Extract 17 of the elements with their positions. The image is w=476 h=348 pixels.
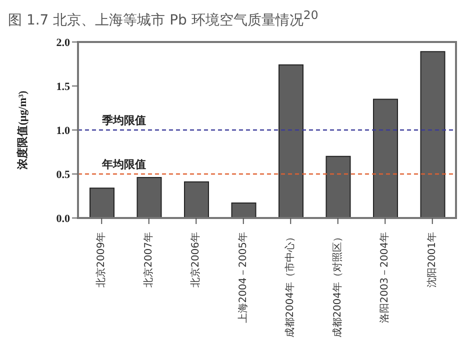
x-tick-label: 成都2004年（市中心） — [284, 232, 296, 338]
y-axis-title: 浓度限值(μg/m³) — [16, 90, 29, 170]
y-tick-label: 1.5 — [56, 80, 70, 93]
x-tick-label: 北京2007年 — [142, 232, 154, 288]
x-tick-label: 北京2009年 — [95, 232, 108, 288]
y-tick-label: 0.5 — [56, 168, 70, 181]
x-tick-label: 洛阳2003－2004年 — [378, 232, 391, 323]
y-tick-label: 2.0 — [56, 36, 70, 49]
chart-title: 图 1.7 北京、上海等城市 Pb 环境空气质量情况$^{20}$ — [8, 8, 320, 30]
x-tick-label: 成都2004年（对照区） — [331, 232, 344, 338]
y-tick-label: 0.0 — [56, 212, 70, 225]
x-tick-label: 沈阳2001年 — [426, 232, 438, 288]
x-tick-label: 北京2006年 — [190, 232, 202, 288]
ref-line-label: 季均限值 — [101, 114, 146, 127]
x-tick-label: 上海2004－2005年 — [236, 232, 249, 323]
y-tick-label: 1.0 — [56, 124, 70, 137]
ref-line-label: 年均限值 — [101, 158, 146, 171]
